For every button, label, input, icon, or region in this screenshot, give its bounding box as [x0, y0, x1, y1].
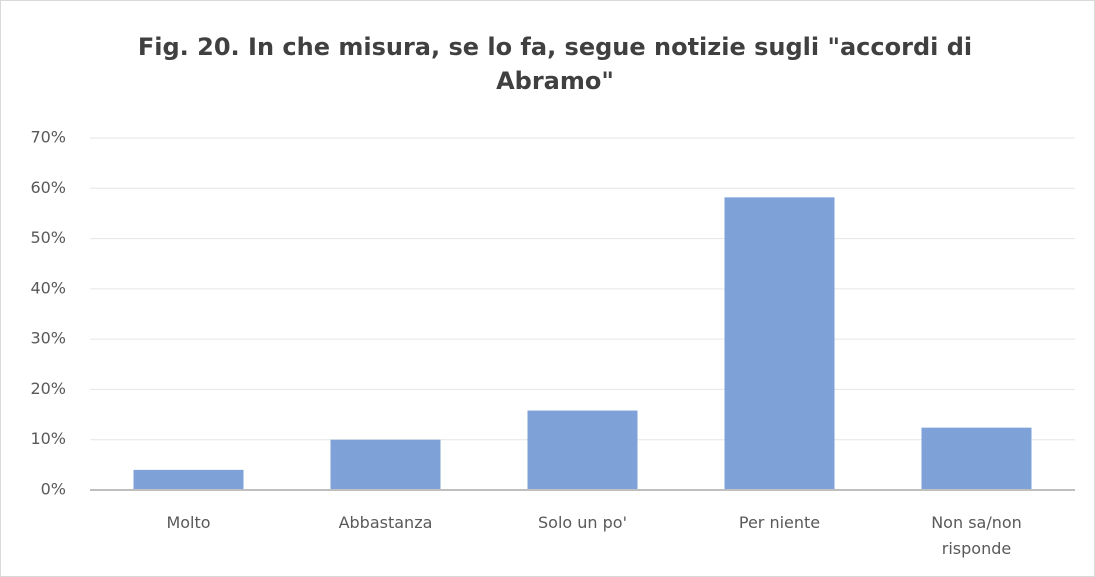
y-tick-label: 20% [30, 379, 66, 398]
x-tick-label: Per niente [738, 513, 821, 532]
x-tick-label: Molto [166, 513, 211, 532]
chart-title: Fig. 20. In che misura, se lo fa, segue … [137, 33, 973, 95]
x-tick-label: Solo un po' [538, 513, 627, 532]
y-tick-label: 60% [30, 178, 66, 197]
bar [133, 469, 244, 490]
y-tick-label: 0% [41, 480, 66, 499]
bar [921, 427, 1032, 490]
y-tick-label: 10% [30, 429, 66, 448]
bar [527, 410, 638, 490]
y-tick-label: 50% [30, 228, 66, 247]
bar [724, 197, 835, 490]
y-tick-label: 40% [30, 278, 66, 297]
x-tick-label: Non sa/non risponde [931, 513, 1022, 558]
bar [330, 439, 441, 490]
x-tick-label: Abbastanza [338, 513, 433, 532]
y-tick-label: 70% [30, 128, 66, 147]
y-tick-label: 30% [30, 329, 66, 348]
